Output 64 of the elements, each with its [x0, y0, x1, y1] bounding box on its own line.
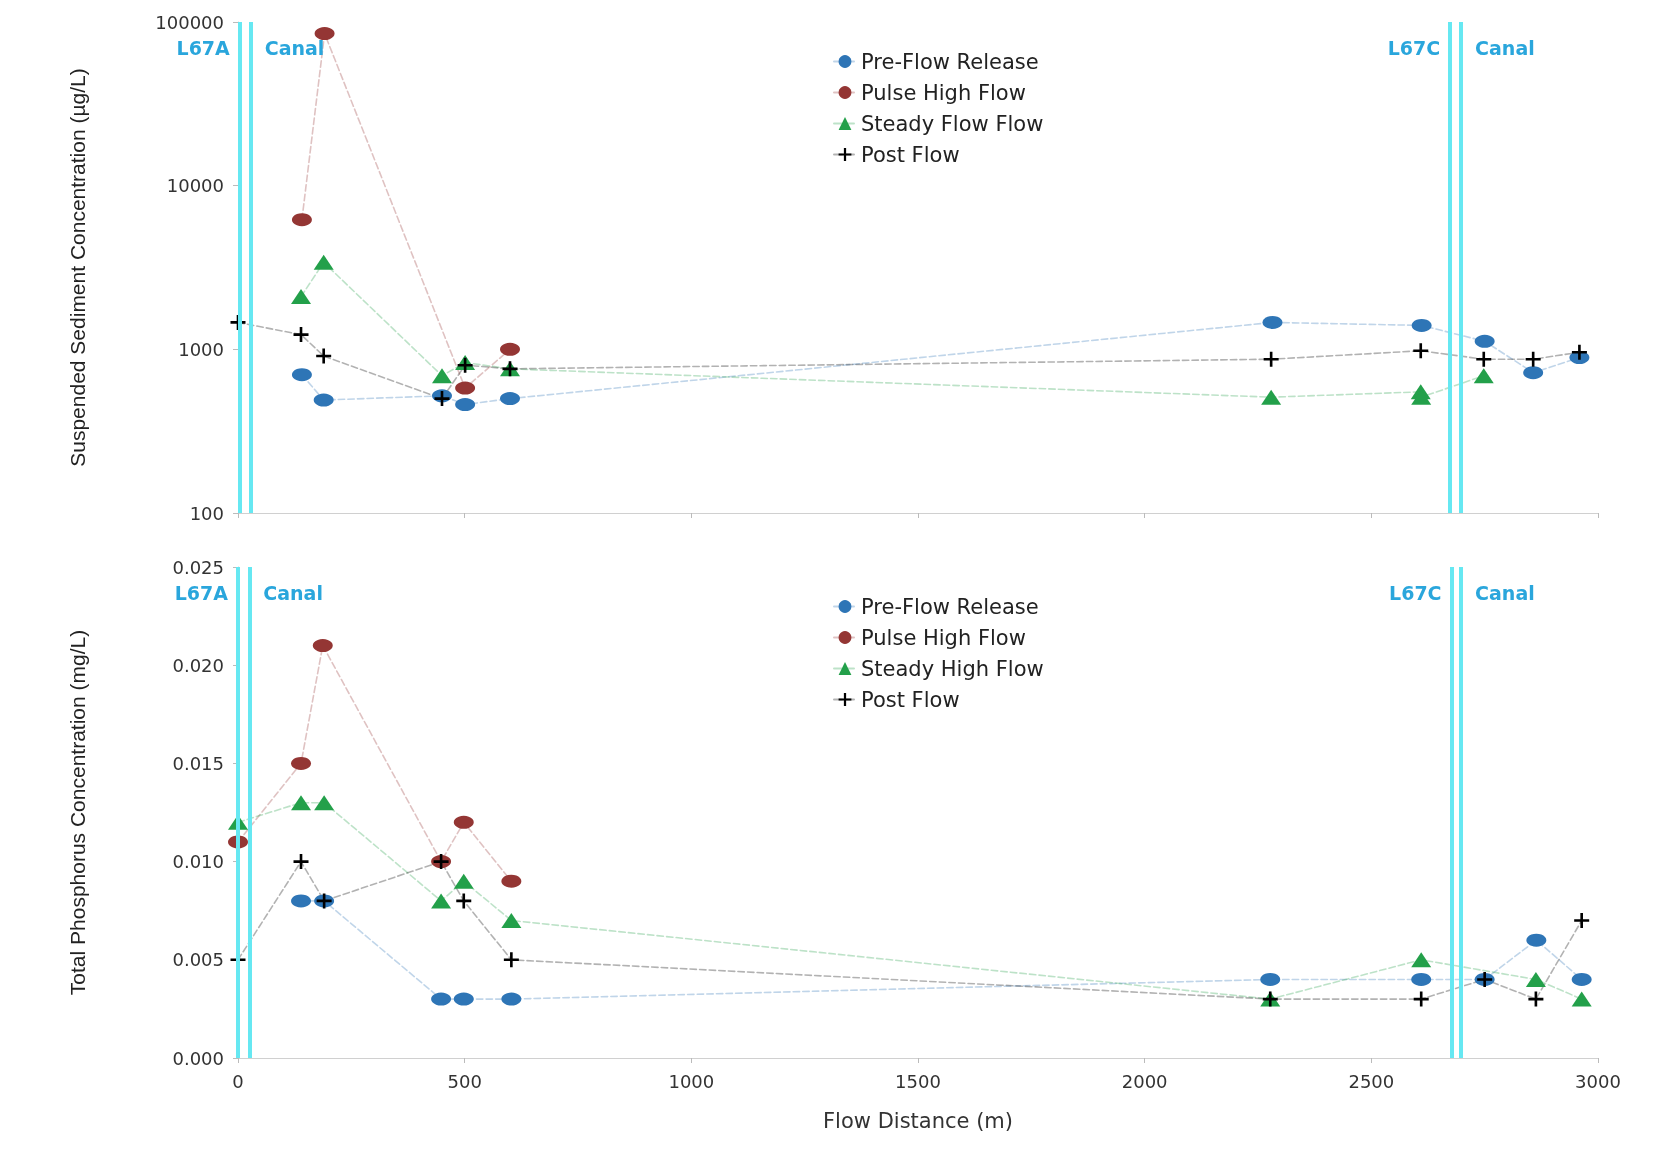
- y-tick-label: 0.015: [172, 752, 224, 774]
- point: [1413, 343, 1429, 359]
- point: [1473, 368, 1494, 384]
- point: [500, 342, 520, 356]
- x-tick-label: 0: [232, 1070, 244, 1092]
- x-tick-label: 1500: [895, 1070, 941, 1092]
- point: [501, 913, 522, 929]
- y-tick-label: 100000: [155, 11, 224, 33]
- point: [1571, 344, 1587, 360]
- y-tick-label: 1000: [178, 338, 224, 360]
- point: [1525, 351, 1541, 367]
- point: [500, 392, 520, 406]
- ref-line-label: L67A: [176, 37, 231, 59]
- y-tick-label: 10000: [166, 175, 224, 197]
- ref-line-label: L67C: [1389, 582, 1442, 604]
- y-tick-label: 100: [189, 502, 224, 524]
- x-tick-label: 1000: [668, 1070, 715, 1092]
- point: [1476, 351, 1492, 367]
- point: [313, 254, 334, 270]
- y-axis-title: Total Phosphorus Concentration (mg/L): [66, 629, 89, 996]
- legend-label: Pulse High Flow: [861, 80, 1026, 105]
- y-axis-title: Suspended Sediment Concentration (µg/L): [66, 68, 89, 467]
- point: [1411, 952, 1432, 968]
- point: [316, 348, 332, 364]
- legend-label: Steady Flow Flow: [861, 111, 1044, 136]
- y-tick-label: 0.000: [172, 1047, 224, 1069]
- y-tick-label: 0.010: [172, 851, 224, 873]
- legend-label: Post Flow: [861, 687, 960, 712]
- point: [434, 391, 450, 407]
- point: [1525, 971, 1546, 987]
- ref-line-label: L67C: [1387, 37, 1441, 59]
- ref-line-label: Canal: [1475, 37, 1535, 59]
- point: [1413, 991, 1429, 1007]
- legend-label: Pulse High Flow: [861, 625, 1026, 650]
- point: [291, 795, 312, 811]
- ref-line-label: Canal: [264, 37, 325, 59]
- point: [1574, 913, 1590, 929]
- point: [1571, 991, 1592, 1007]
- point: [453, 873, 474, 889]
- legend-label: Post Flow: [861, 142, 960, 167]
- y-tick-label: 0.025: [172, 556, 224, 578]
- ref-line-label: Canal: [1475, 582, 1535, 604]
- point: [431, 893, 452, 909]
- x-tick-label: 2000: [1121, 1070, 1168, 1092]
- x-tick-label: 2500: [1348, 1070, 1395, 1092]
- legend-label: Pre-Flow Release: [861, 594, 1039, 619]
- point: [293, 854, 309, 870]
- y-tick-label: 0.020: [172, 654, 224, 676]
- point: [503, 952, 519, 968]
- legend-label: Pre-Flow Release: [861, 49, 1039, 74]
- x-tick-label: 3000: [1575, 1070, 1621, 1092]
- point: [293, 327, 309, 343]
- point: [291, 289, 312, 305]
- point: [456, 893, 472, 909]
- point: [1261, 389, 1282, 405]
- point: [432, 368, 452, 384]
- point: [1263, 351, 1279, 367]
- ref-line-label: L67A: [174, 582, 229, 604]
- legend-label: Steady High Flow: [861, 656, 1044, 681]
- y-tick-label: 0.005: [172, 949, 224, 971]
- x-tick-label: 500: [447, 1070, 482, 1092]
- x-axis-title: Flow Distance (m): [823, 1108, 1013, 1133]
- point: [314, 795, 335, 811]
- ref-line-label: Canal: [263, 582, 323, 604]
